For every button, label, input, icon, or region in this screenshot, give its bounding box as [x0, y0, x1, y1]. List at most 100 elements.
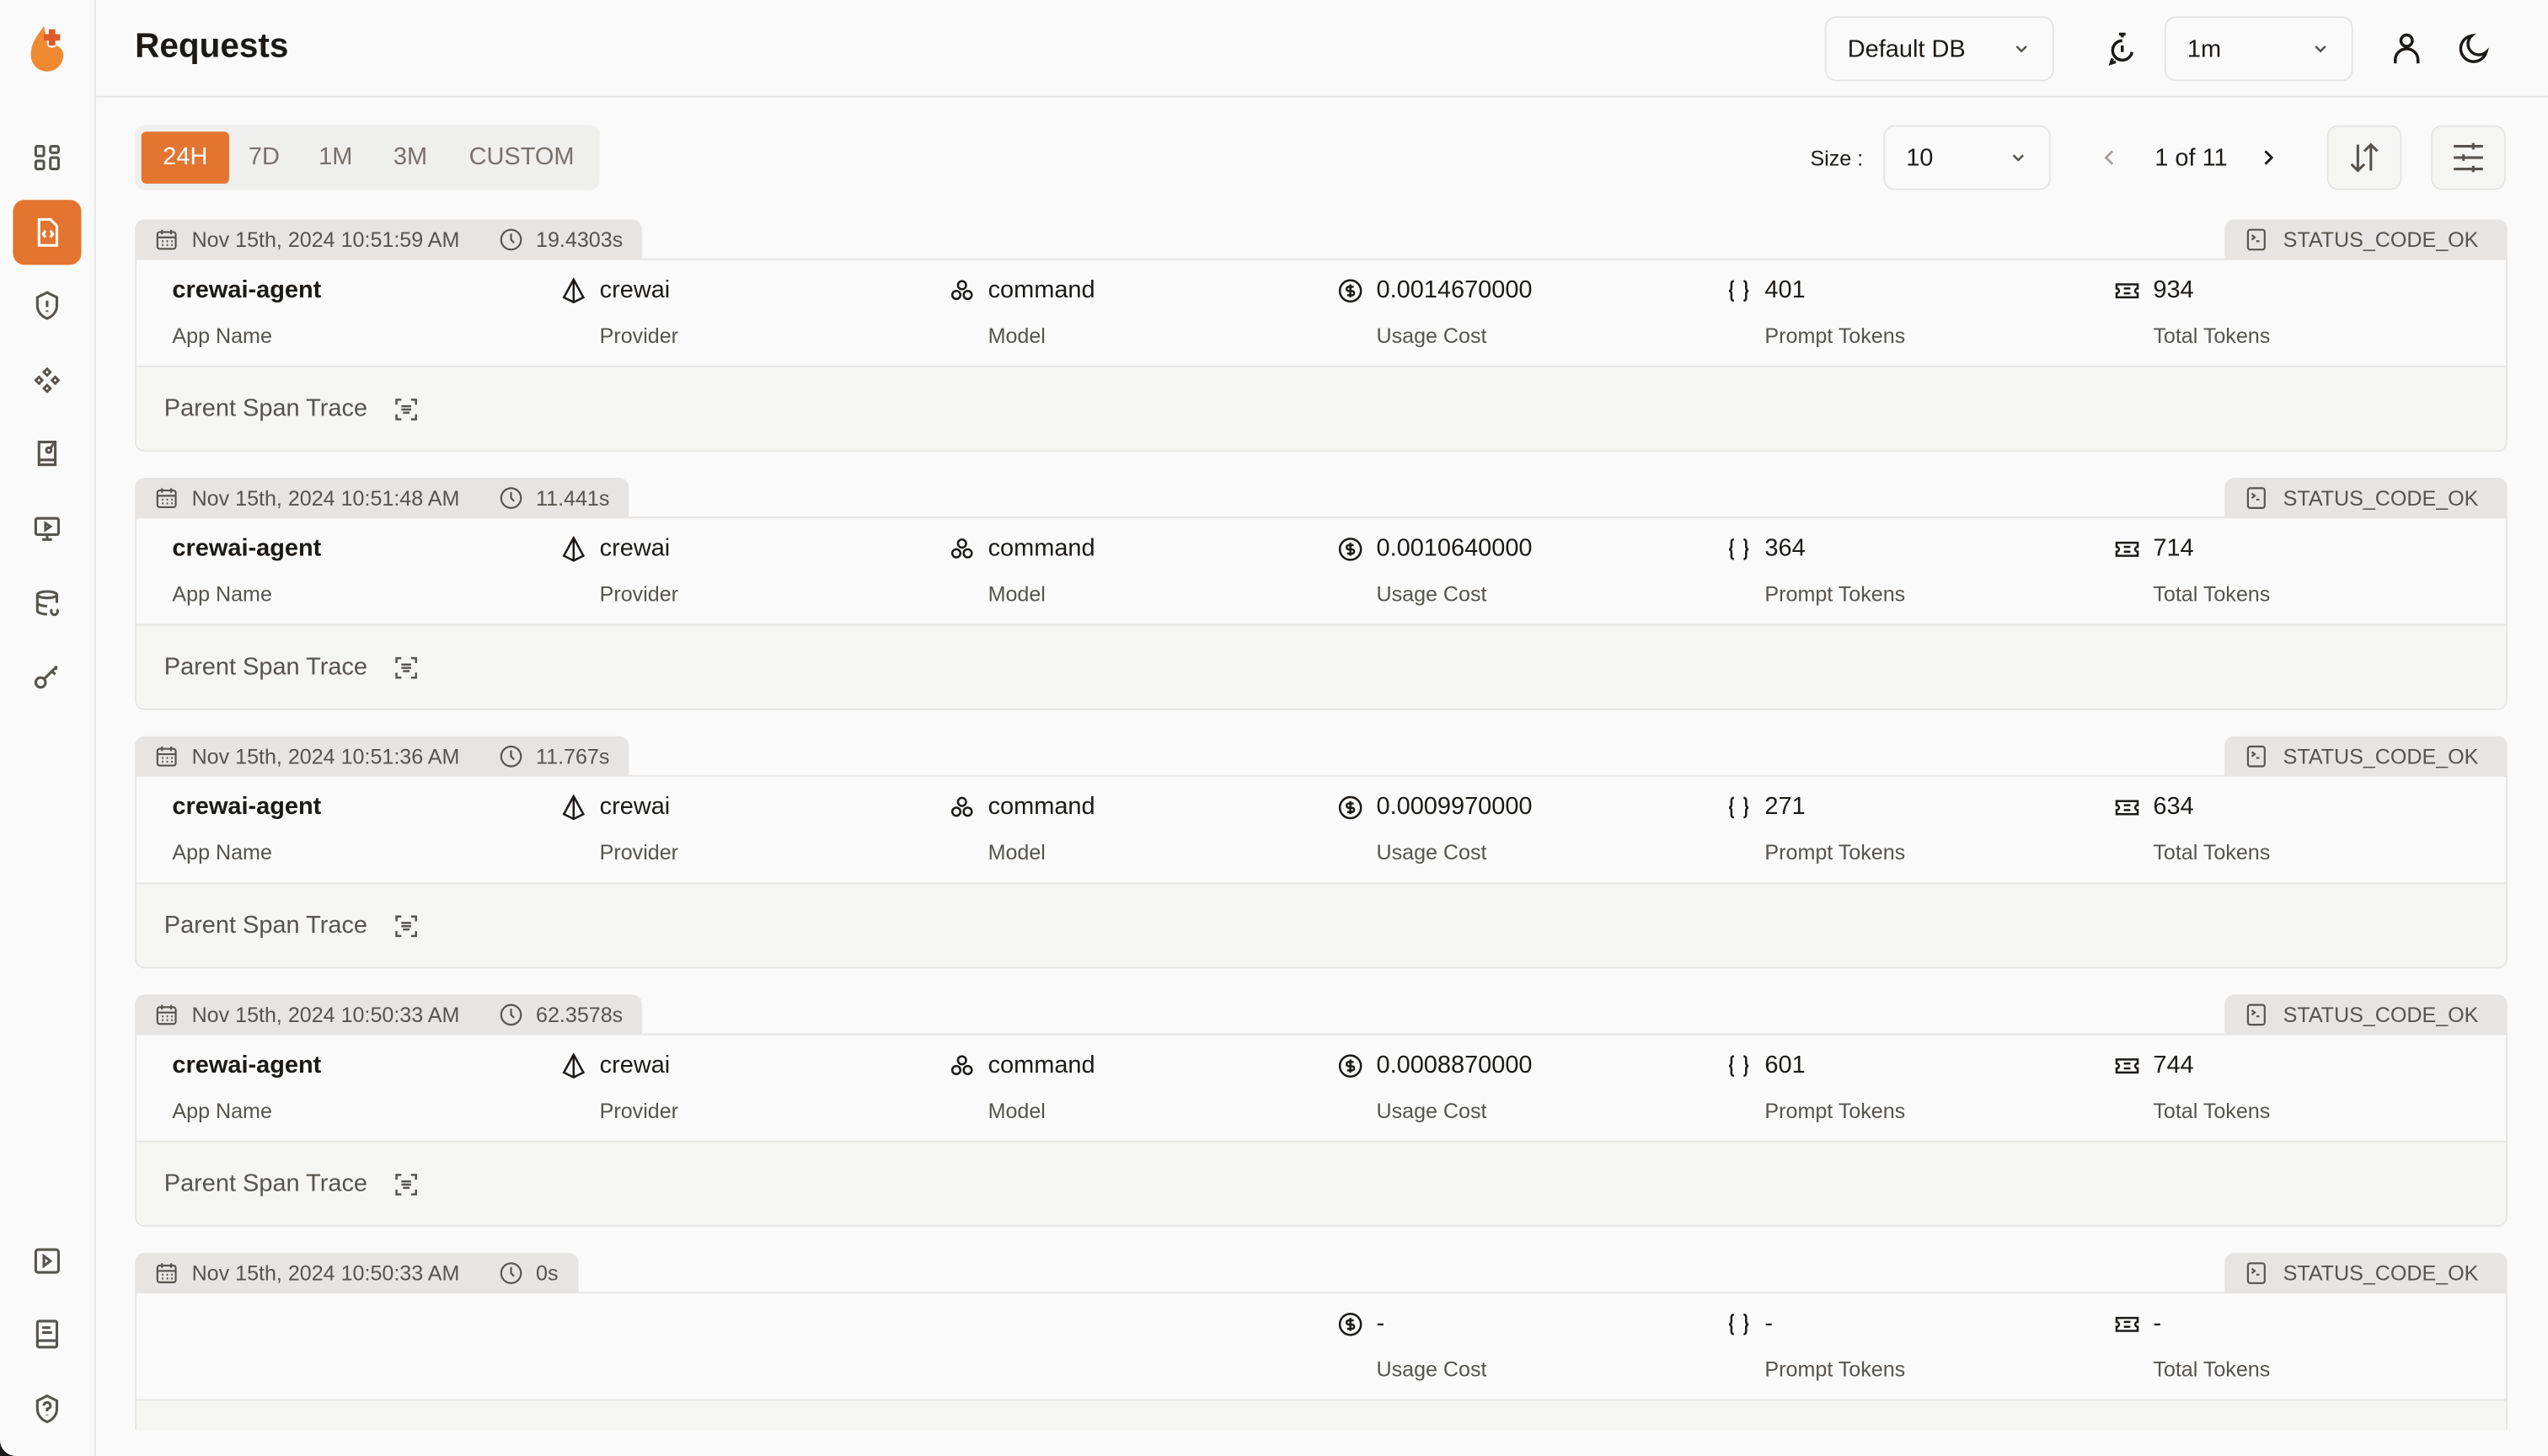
status-text: STATUS_CODE_OK — [2283, 1002, 2479, 1027]
prompt-tokens-value: 401 — [1764, 276, 1806, 304]
tab-7d[interactable]: 7D — [248, 142, 280, 171]
sidebar-item-documentation[interactable] — [13, 1302, 81, 1367]
database-select[interactable]: Default DB — [1824, 16, 2054, 82]
sidebar-item-tutorials[interactable] — [13, 1228, 81, 1293]
tab-custom[interactable]: CUSTOM — [468, 142, 575, 171]
dollar-icon — [1337, 536, 1363, 562]
request-meta-tab: Nov 15th, 2024 10:51:36 AM 11.767s — [135, 736, 629, 777]
request-card-body: crewai-agent App Name crewai Provider co… — [135, 1033, 2508, 1228]
request-meta-tab: Nov 15th, 2024 10:50:33 AM 62.3578s — [135, 994, 643, 1036]
request-duration: 62.3578s — [536, 1002, 624, 1027]
parent-span-trace-row[interactable]: Parent Span Trace — [136, 884, 2506, 967]
request-meta-tab: Nov 15th, 2024 10:50:33 AM 0s — [135, 1252, 578, 1294]
app-name-value: crewai-agent — [172, 1051, 322, 1079]
page-size-select[interactable]: 10 — [1883, 125, 2051, 190]
parent-span-trace-row[interactable]: Parent Span Trace — [136, 1400, 2506, 1431]
usage-cost-value: - — [1376, 1309, 1385, 1338]
provider-value: crewai — [599, 1051, 671, 1079]
provider-icon — [560, 795, 586, 821]
sidebar-item-vault[interactable] — [13, 570, 81, 635]
tab-3m[interactable]: 3M — [393, 142, 428, 171]
model-label: Model — [988, 323, 1046, 348]
previous-page-icon[interactable] — [2096, 145, 2122, 171]
scan-text-icon[interactable] — [393, 1171, 420, 1197]
model-value: command — [988, 534, 1095, 563]
logo — [28, 23, 67, 75]
calendar-icon — [154, 228, 179, 252]
app-name-value: crewai-agent — [172, 534, 322, 563]
parent-span-trace-row[interactable]: Parent Span Trace — [136, 625, 2506, 709]
scan-text-icon[interactable] — [393, 396, 420, 422]
time-range-tabs: 24H 7D 1M 3M CUSTOM — [135, 125, 600, 190]
terminal-icon — [2244, 486, 2268, 511]
chevron-down-icon — [2015, 46, 2027, 53]
provider-label: Provider — [599, 323, 679, 348]
tab-24h[interactable]: 24H — [141, 131, 229, 184]
total-tokens-value: 634 — [2153, 793, 2194, 821]
dollar-icon — [1337, 1311, 1363, 1337]
next-page-icon[interactable] — [2256, 145, 2282, 171]
tab-1m[interactable]: 1M — [318, 142, 353, 171]
sidebar-item-dashboard[interactable] — [13, 125, 81, 190]
sidebar-item-requests[interactable] — [13, 200, 82, 265]
scan-text-icon[interactable] — [393, 1429, 420, 1430]
user-icon[interactable] — [2387, 29, 2426, 68]
request-summary-row: crewai-agent App Name crewai Provider co… — [136, 260, 2506, 367]
request-meta-tab: Nov 15th, 2024 10:51:48 AM 11.441s — [135, 477, 629, 519]
page-size-value: 10 — [1906, 143, 1934, 172]
request-meta-tab: Nov 15th, 2024 10:51:59 AM 19.4303s — [135, 219, 643, 260]
sidebar-item-exceptions[interactable] — [13, 273, 81, 338]
total-tokens-label: Total Tokens — [2153, 581, 2271, 607]
provider-value: crewai — [599, 534, 671, 563]
ticket-icon — [2114, 536, 2140, 562]
request-duration: 11.767s — [536, 744, 610, 769]
request-card-body: crewai-agent App Name crewai Provider co… — [135, 517, 2508, 710]
chevron-down-icon — [2012, 154, 2024, 162]
terminal-icon — [2244, 1261, 2268, 1286]
calendar-icon — [154, 486, 179, 511]
status-text: STATUS_CODE_OK — [2283, 227, 2479, 252]
scan-text-icon[interactable] — [393, 654, 420, 680]
database-select-value: Default DB — [1847, 35, 1966, 63]
app-name-label: App Name — [172, 323, 272, 348]
usage-cost-value: 0.0014670000 — [1376, 276, 1533, 304]
refresh-interval-value: 1m — [2187, 35, 2222, 63]
pagination-text: 1 of 11 — [2155, 144, 2228, 173]
dark-mode-moon-icon[interactable] — [2454, 29, 2492, 68]
calendar-icon — [154, 744, 179, 768]
sidebar-item-openground[interactable] — [13, 495, 81, 560]
total-tokens-label: Total Tokens — [2153, 1098, 2271, 1123]
terminal-icon — [2244, 228, 2268, 252]
braces-icon — [1726, 536, 1752, 562]
request-timestamp: Nov 15th, 2024 10:51:59 AM — [191, 227, 460, 252]
sidebar-item-api-keys[interactable] — [13, 644, 81, 709]
parent-span-trace-row[interactable]: Parent Span Trace — [136, 367, 2506, 451]
scan-text-icon[interactable] — [393, 913, 420, 939]
clock-icon — [499, 486, 523, 511]
terminal-icon — [2244, 1003, 2268, 1027]
sidebar-item-evaluations[interactable] — [13, 420, 81, 485]
request-summary-row: crewai-agent App Name crewai Provider co… — [136, 518, 2506, 626]
braces-icon — [1726, 1053, 1752, 1079]
refresh-interval-select[interactable]: 1m — [2164, 16, 2353, 82]
filter-settings-button[interactable] — [2431, 125, 2506, 190]
request-timestamp: Nov 15th, 2024 10:51:36 AM — [191, 744, 460, 769]
dollar-icon — [1337, 795, 1363, 821]
parent-span-trace-label: Parent Span Trace — [163, 1170, 368, 1198]
refresh-timer-icon[interactable] — [2103, 29, 2142, 68]
parent-span-trace-row[interactable]: Parent Span Trace — [136, 1142, 2506, 1226]
sidebar-item-prompt-hub[interactable] — [13, 348, 81, 413]
usage-cost-label: Usage Cost — [1376, 840, 1487, 864]
prompt-tokens-value: 271 — [1764, 793, 1806, 821]
usage-cost-value: 0.0010640000 — [1376, 534, 1533, 563]
provider-icon — [560, 536, 586, 562]
provider-label: Provider — [599, 840, 679, 864]
calendar-icon — [154, 1261, 179, 1286]
sort-button[interactable] — [2326, 125, 2402, 190]
provider-label: Provider — [599, 1098, 679, 1123]
braces-icon — [1726, 795, 1752, 821]
request-summary-row: crewai-agent App Name crewai Provider co… — [136, 777, 2506, 885]
chevron-down-icon — [2315, 46, 2326, 53]
sidebar-item-help[interactable] — [13, 1376, 81, 1441]
